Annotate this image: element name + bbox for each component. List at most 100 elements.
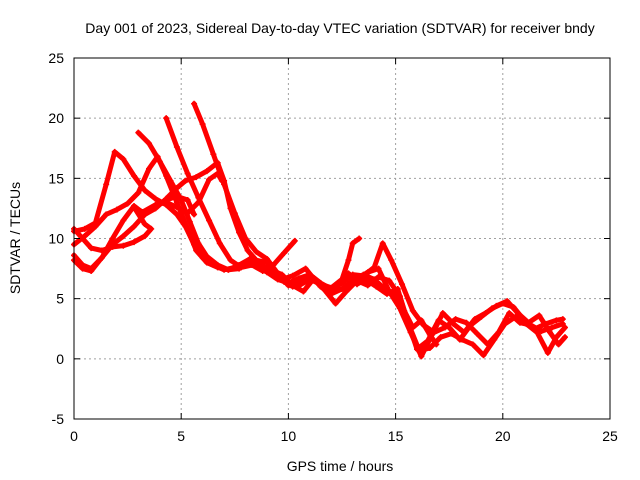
x-tick-label: 25 (602, 428, 618, 444)
plus-marker (184, 196, 191, 203)
plus-marker (109, 235, 116, 242)
plus-marker (461, 329, 468, 336)
plus-marker (141, 187, 148, 194)
plus-marker (203, 168, 210, 175)
plus-marker (388, 257, 395, 264)
plus-marker (409, 324, 416, 331)
plus-marker (120, 233, 127, 240)
plus-marker (416, 347, 423, 354)
plus-marker (512, 313, 519, 320)
plus-marker (246, 255, 253, 262)
plus-marker (178, 196, 185, 203)
plus-marker (244, 247, 251, 254)
x-tick-label: 15 (388, 428, 404, 444)
plus-marker (317, 281, 324, 288)
plus-marker (349, 240, 356, 247)
plus-marker (163, 115, 170, 122)
series-track-9 (354, 276, 440, 348)
plus-marker (199, 121, 206, 128)
plus-marker (135, 189, 142, 196)
plus-marker (339, 276, 345, 283)
plus-marker (203, 259, 210, 266)
plus-marker (399, 281, 406, 288)
plus-marker (493, 302, 500, 309)
plus-marker (559, 320, 566, 327)
plus-marker (167, 177, 174, 184)
series-line (135, 130, 568, 358)
series-line (191, 101, 362, 291)
plus-marker (384, 290, 391, 297)
plus-marker (206, 176, 213, 183)
plus-marker (561, 334, 568, 341)
plus-marker (452, 316, 459, 323)
axis-ticks: 0 5 10 15 20 25 -5 0 5 10 15 20 25 (48, 50, 618, 444)
plus-marker (221, 181, 228, 188)
plus-marker (173, 204, 180, 211)
plus-marker (193, 174, 200, 181)
plus-marker (561, 324, 568, 331)
plus-marker (79, 261, 86, 268)
plus-marker (281, 249, 288, 256)
plus-marker (103, 211, 110, 218)
series-line (354, 276, 439, 347)
plus-marker (544, 349, 551, 356)
x-tick-label: 10 (281, 428, 297, 444)
y-tick-label: 25 (48, 50, 64, 66)
plus-marker (491, 336, 498, 343)
plus-marker (182, 177, 189, 184)
plus-marker (339, 286, 345, 293)
plus-marker (135, 129, 142, 136)
plus-marker (195, 194, 202, 201)
plus-marker (81, 225, 88, 232)
plus-marker (242, 235, 249, 242)
plus-marker (111, 148, 118, 155)
plus-marker (291, 237, 298, 244)
plus-marker (469, 341, 476, 348)
plus-marker (163, 196, 170, 203)
plus-marker (504, 298, 511, 305)
plus-marker (362, 276, 369, 283)
plus-marker (124, 200, 131, 207)
plus-marker (471, 316, 478, 323)
series-track-2 (71, 153, 568, 360)
y-tick-label: -5 (52, 411, 65, 427)
plus-marker (186, 218, 193, 225)
plus-marker (156, 158, 163, 165)
plus-marker (418, 317, 425, 324)
plus-marker (375, 274, 382, 281)
y-tick-label: 20 (48, 110, 64, 126)
plus-marker (253, 248, 260, 255)
plus-marker (538, 328, 545, 335)
plus-marker (555, 341, 562, 348)
plus-marker (356, 235, 363, 242)
x-tick-label: 20 (495, 428, 511, 444)
plus-marker (79, 235, 86, 242)
plus-marker (431, 329, 438, 336)
plus-marker (285, 282, 292, 289)
plus-marker (227, 257, 234, 264)
plus-marker (349, 271, 356, 278)
plus-marker (289, 272, 296, 279)
y-tick-label: 15 (48, 170, 64, 186)
plus-marker (120, 156, 127, 163)
plus-marker (463, 319, 470, 326)
plus-marker (203, 253, 210, 260)
x-tick-label: 0 (70, 428, 78, 444)
plus-marker (141, 211, 148, 218)
plus-marker (263, 255, 270, 262)
plus-marker (328, 284, 335, 291)
plus-marker (216, 240, 223, 247)
plus-marker (195, 240, 202, 247)
plus-marker (206, 217, 213, 224)
plus-marker (248, 261, 255, 268)
plus-marker (274, 270, 281, 277)
plus-marker (433, 341, 440, 348)
plus-marker (88, 265, 95, 272)
plus-marker (354, 281, 361, 288)
plus-marker (474, 330, 481, 337)
plus-marker (92, 223, 99, 230)
plus-marker (480, 352, 487, 359)
plus-marker (152, 204, 159, 211)
plus-marker (173, 144, 180, 151)
series-line (71, 154, 568, 359)
